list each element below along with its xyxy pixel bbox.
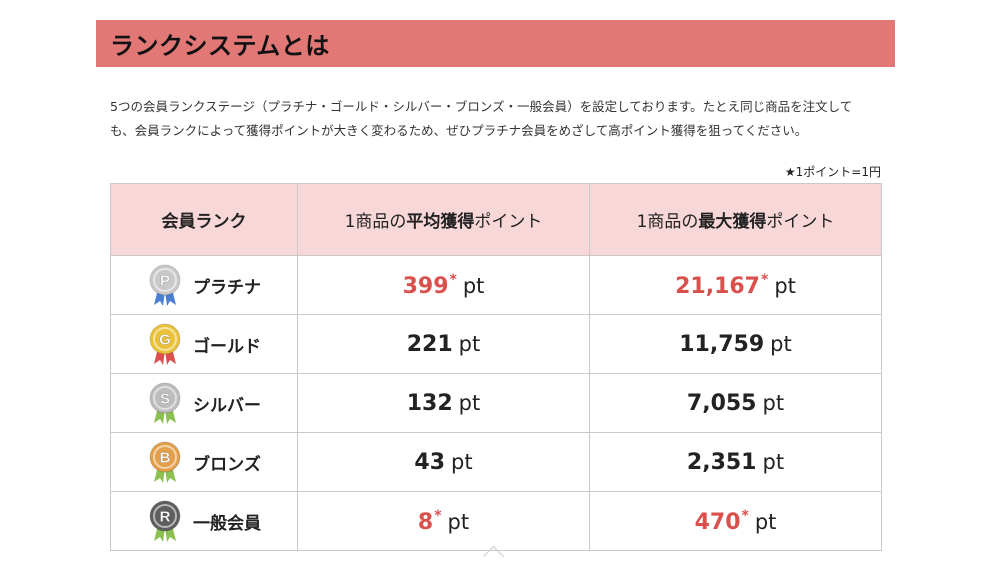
rank-name: ゴールド [193, 336, 261, 357]
max-points-cell: 470* pt [589, 491, 882, 551]
avg-points-value: 43 [414, 449, 446, 475]
header-max-points: 1商品の最大獲得ポイント [589, 183, 882, 256]
table-row: R 一般会員 8* pt 470* pt [110, 491, 882, 551]
rank-cell: R 一般会員 [110, 491, 298, 551]
header-rank: 会員ランク [110, 183, 298, 256]
rank-name: ブロンズ [193, 454, 261, 475]
medal-letter: B [160, 450, 171, 467]
max-points-value: 21,167 [675, 273, 760, 299]
rank-name: シルバー [193, 395, 261, 416]
rank-name: プラチナ [193, 277, 261, 298]
points-unit: pt [770, 331, 792, 356]
section-header: ランクシステムとは [96, 20, 895, 67]
asterisk-mark: * [434, 507, 442, 524]
points-unit: pt [754, 509, 777, 534]
table-row: B ブロンズ 43 pt 2,351 pt [110, 432, 882, 492]
points-unit: pt [462, 273, 485, 298]
intro-line-2: も、会員ランクによって獲得ポイントが大きく変わるため、ぜひプラチナ会員をめざして… [110, 123, 808, 138]
medal-icon: S [149, 382, 181, 424]
table-row: S シルバー 132 pt 7,055 pt [110, 373, 882, 433]
max-points-value: 2,351 [686, 449, 757, 475]
medal-icon: R [149, 500, 181, 542]
table-row: P プラチナ 399* pt 21,167* pt [110, 255, 882, 315]
points-unit: pt [451, 449, 473, 474]
max-points-cell: 21,167* pt [589, 255, 882, 315]
page-title: ランクシステムとは [110, 32, 330, 60]
max-points-cell: 7,055 pt [589, 373, 882, 433]
points-unit: pt [762, 390, 785, 415]
points-unit: pt [774, 273, 796, 298]
point-value-note: ★1ポイント=1円 [784, 165, 881, 179]
rank-cell: P プラチナ [110, 255, 298, 315]
rank-table: 会員ランク 1商品の平均獲得ポイント 1商品の最大獲得ポイント P プラチナ 399… [110, 183, 882, 551]
avg-points-value: 8 [417, 509, 434, 535]
points-unit: pt [458, 390, 481, 415]
avg-points-value: 399 [402, 273, 449, 299]
intro-text: 5つの会員ランクステージ（プラチナ・ゴールド・シルバー・ブロンズ・一般会員）を設… [110, 95, 880, 143]
points-unit: pt [447, 509, 470, 534]
medal-letter: S [160, 391, 170, 408]
asterisk-mark: * [761, 271, 769, 288]
points-unit: pt [458, 331, 481, 356]
medal-icon: G [149, 323, 181, 365]
avg-points-value: 132 [406, 390, 453, 416]
max-points-cell: 11,759 pt [589, 314, 882, 374]
medal-letter: R [160, 509, 171, 526]
points-unit: pt [762, 449, 785, 474]
rank-cell: G ゴールド [110, 314, 298, 374]
max-points-cell: 2,351 pt [589, 432, 882, 492]
header-avg-points: 1商品の平均獲得ポイント [297, 183, 590, 256]
rank-cell: S シルバー [110, 373, 298, 433]
max-points-value: 11,759 [679, 331, 765, 357]
avg-points-cell: 221 pt [297, 314, 590, 374]
max-points-value: 470 [694, 509, 741, 535]
asterisk-mark: * [741, 507, 749, 524]
table-row: G ゴールド 221 pt 11,759 pt [110, 314, 882, 374]
medal-icon: B [149, 441, 181, 483]
table-header-row: 会員ランク 1商品の平均獲得ポイント 1商品の最大獲得ポイント [110, 183, 882, 256]
rank-cell: B ブロンズ [110, 432, 298, 492]
medal-letter: G [159, 332, 171, 349]
rank-name: 一般会員 [193, 513, 261, 534]
asterisk-mark: * [449, 271, 457, 288]
max-points-value: 7,055 [686, 390, 757, 416]
medal-letter: P [160, 273, 170, 290]
intro-line-1: 5つの会員ランクステージ（プラチナ・ゴールド・シルバー・ブロンズ・一般会員）を設… [110, 99, 853, 114]
avg-points-cell: 43 pt [297, 432, 590, 492]
avg-points-value: 221 [406, 331, 453, 357]
avg-points-cell: 8* pt [297, 491, 590, 551]
avg-points-cell: 132 pt [297, 373, 590, 433]
avg-points-cell: 399* pt [297, 255, 590, 315]
medal-icon: P [149, 264, 181, 306]
